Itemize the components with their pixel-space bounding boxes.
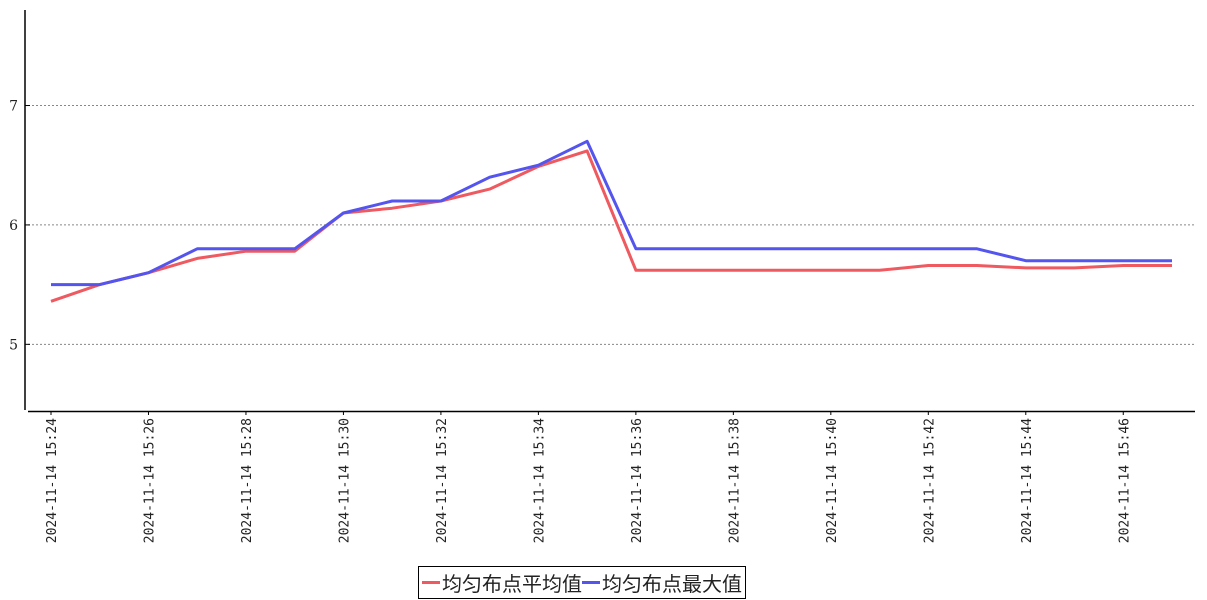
legend-label-max: 均匀布点最大值 — [602, 572, 742, 596]
x-tick-label: 2024-11-14 15:26 — [142, 418, 157, 543]
x-tick-label: 2024-11-14 15:32 — [435, 418, 450, 543]
x-tick-label: 2024-11-14 15:34 — [532, 418, 547, 543]
x-tick-label: 2024-11-14 15:30 — [337, 418, 352, 543]
x-tick-label: 2024-11-14 15:40 — [825, 418, 840, 543]
x-tick-label: 2024-11-14 15:46 — [1117, 418, 1132, 543]
y-tick-label: 6 — [9, 218, 18, 234]
series-line-0 — [50, 149, 1172, 303]
legend-item-max[interactable]: 均匀布点最大值 — [582, 568, 742, 597]
x-tick-label: 2024-11-14 15:36 — [630, 418, 645, 543]
legend: 均匀布点平均值 均匀布点最大值 — [418, 566, 746, 599]
x-tick-label: 2024-11-14 15:38 — [727, 418, 742, 543]
x-tick-label: 2024-11-14 15:44 — [1020, 418, 1035, 543]
legend-swatch-max — [582, 581, 600, 584]
legend-item-avg[interactable]: 均匀布点平均值 — [422, 568, 582, 597]
legend-label-avg: 均匀布点平均值 — [442, 572, 582, 596]
legend-swatch-avg — [422, 581, 440, 584]
series-line-1 — [51, 139, 1172, 287]
x-tick-label: 2024-11-14 15:42 — [922, 418, 937, 543]
x-tick-label: 2024-11-14 15:24 — [45, 418, 60, 543]
x-tick-label: 2024-11-14 15:28 — [240, 418, 255, 543]
y-tick-label: 5 — [9, 337, 18, 353]
y-tick-label: 7 — [9, 99, 18, 115]
